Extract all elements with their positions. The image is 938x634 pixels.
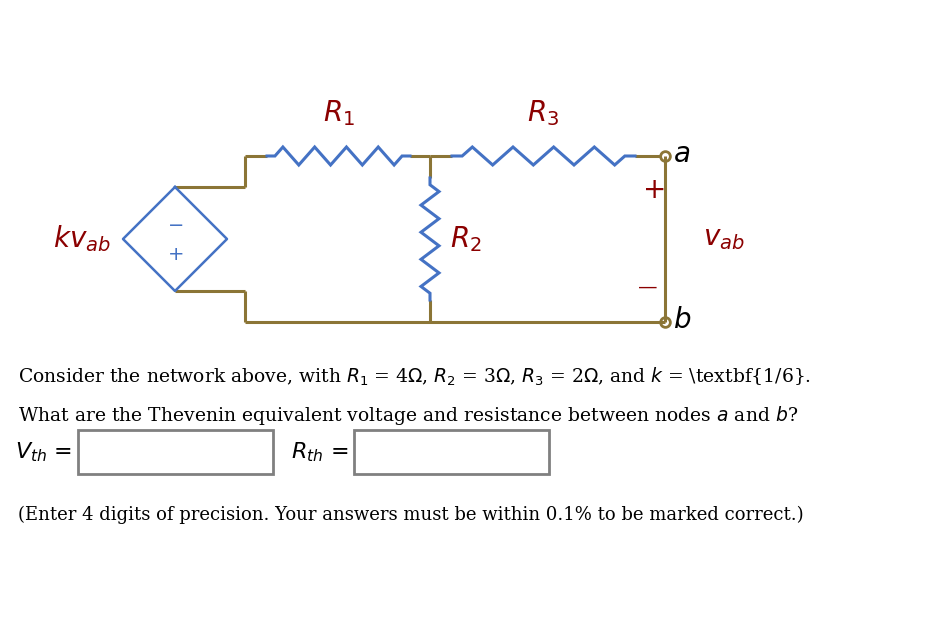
Text: $a$: $a$ bbox=[673, 141, 690, 167]
Text: $R_{th}$ =: $R_{th}$ = bbox=[291, 440, 348, 464]
Text: $+$: $+$ bbox=[167, 245, 183, 264]
Text: $R_2$: $R_2$ bbox=[450, 224, 481, 254]
Text: $v_{ab}$: $v_{ab}$ bbox=[703, 226, 745, 252]
Text: Consider the network above, with $R_1$ = 4$\Omega$, $R_2$ = 3$\Omega$, $R_3$ = 2: Consider the network above, with $R_1$ =… bbox=[18, 366, 811, 388]
Text: What are the Thevenin equivalent voltage and resistance between nodes $a$ and $b: What are the Thevenin equivalent voltage… bbox=[18, 404, 798, 427]
Text: $—$: $—$ bbox=[637, 278, 658, 296]
Text: $R_1$: $R_1$ bbox=[323, 98, 355, 128]
Bar bbox=[78, 430, 273, 474]
Text: $R_3$: $R_3$ bbox=[527, 98, 560, 128]
Text: $-$: $-$ bbox=[167, 214, 183, 233]
Text: $kv_{ab}$: $kv_{ab}$ bbox=[53, 224, 111, 254]
Text: $+$: $+$ bbox=[642, 178, 664, 205]
Text: (Enter 4 digits of precision. Your answers must be within 0.1% to be marked corr: (Enter 4 digits of precision. Your answe… bbox=[18, 506, 804, 524]
Text: $V_{th}$ =: $V_{th}$ = bbox=[15, 440, 72, 464]
Text: $b$: $b$ bbox=[673, 306, 691, 333]
Bar bbox=[354, 430, 549, 474]
